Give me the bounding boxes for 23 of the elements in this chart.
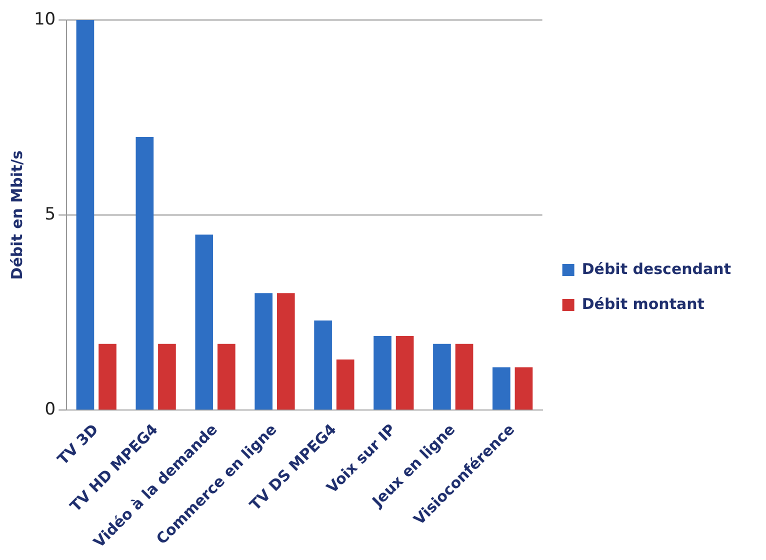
y-tick-label: 10	[34, 9, 56, 30]
bar	[336, 359, 354, 410]
y-tick-label: 5	[44, 204, 56, 225]
bar	[136, 137, 154, 410]
y-axis-title: Débit en Mbit/s	[8, 150, 26, 280]
bar	[254, 293, 273, 410]
bar	[433, 344, 451, 410]
y-tick-label: 0	[44, 400, 56, 420]
bar	[492, 367, 510, 410]
bar	[374, 336, 392, 410]
bar	[98, 344, 116, 410]
bar	[514, 367, 533, 410]
bar	[276, 293, 295, 410]
legend-label: Débit montant	[582, 294, 704, 313]
bar	[158, 344, 176, 410]
bar	[314, 320, 332, 410]
bar	[455, 344, 474, 410]
legend-label: Débit descendant	[582, 260, 731, 278]
bar	[218, 344, 236, 410]
bar	[195, 234, 214, 410]
bar	[76, 20, 94, 410]
x-tick-label: TV 3D	[54, 420, 102, 468]
bar	[396, 336, 414, 410]
